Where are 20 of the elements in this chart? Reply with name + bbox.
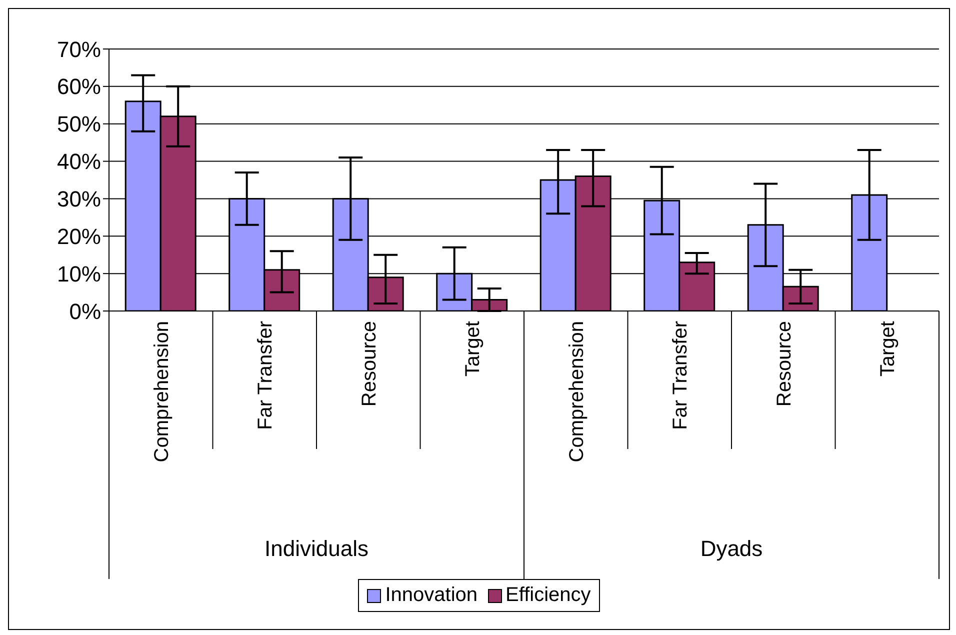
x-tick-label: Far Transfer xyxy=(670,320,692,430)
legend-label: Efficiency xyxy=(504,584,591,607)
x-tick-label: Target xyxy=(462,320,484,377)
x-tick-label: Comprehension xyxy=(150,321,173,462)
y-tick-label: 50% xyxy=(56,112,101,137)
x-tick-label: Far Transfer xyxy=(254,320,277,430)
x-tick-label: Comprehension xyxy=(566,321,588,462)
y-tick-label: 20% xyxy=(56,224,101,249)
y-tick-label: 40% xyxy=(56,149,101,174)
x-tick-label: Target xyxy=(877,320,900,377)
legend-label: Innovation xyxy=(384,584,478,607)
y-tick-label: 0% xyxy=(69,298,101,324)
y-tick-label: 10% xyxy=(56,261,101,286)
text: Individuals xyxy=(264,536,370,562)
x-tick-label: Resource xyxy=(773,321,796,407)
y-tick-label: 70% xyxy=(56,36,101,62)
x-tick-label: Resource xyxy=(358,321,380,407)
y-tick-label: 30% xyxy=(56,186,101,212)
y-tick-label: 60% xyxy=(56,74,101,100)
text: Dyads xyxy=(699,536,764,562)
